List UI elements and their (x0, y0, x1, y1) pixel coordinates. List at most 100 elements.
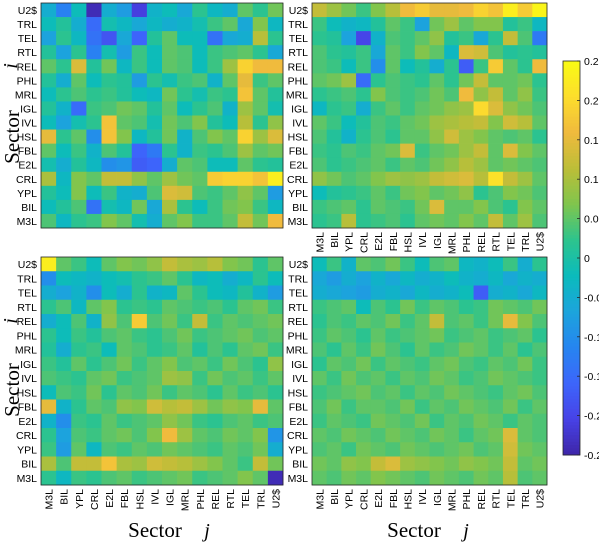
heatmap-cell (116, 213, 133, 229)
row-tick-label: BIL (21, 459, 37, 471)
heatmap-cell (414, 371, 430, 386)
heatmap-cell (400, 356, 416, 372)
heatmap-cell (86, 385, 102, 400)
heatmap-cell (71, 87, 87, 102)
heatmap-cell (444, 171, 460, 187)
colorbar-segment (563, 395, 580, 400)
heatmap-cell (444, 271, 460, 286)
heatmap-cell (146, 73, 163, 88)
colorbar-segment (563, 363, 580, 367)
heatmap-cell (71, 171, 87, 187)
heatmap-cell (192, 413, 208, 429)
row-tick-label: REL (288, 316, 309, 328)
row-tick-label: BIL (292, 459, 308, 471)
heatmap-cell (532, 171, 548, 187)
heatmap-cell (326, 185, 342, 201)
heatmap-cell (326, 371, 342, 386)
heatmap-cell (177, 101, 193, 116)
heatmap-cell (252, 428, 269, 443)
heatmap-cell (237, 356, 254, 372)
heatmap-cell (385, 470, 401, 486)
heatmap-cell (400, 101, 416, 116)
heatmap-cell (252, 73, 269, 88)
heatmap-cell (71, 385, 87, 400)
heatmap-cell (116, 470, 133, 486)
heatmap-cell (400, 213, 416, 229)
colorbar-segment (563, 382, 580, 387)
column-tick-label: CRL (358, 489, 370, 510)
heatmap-cell (116, 59, 133, 74)
heatmap-cell (370, 371, 386, 386)
heatmap-cell (385, 59, 401, 74)
heatmap-cell (385, 328, 401, 343)
heatmap-cell (267, 328, 284, 343)
heatmap-cell (385, 257, 401, 272)
heatmap-cell (86, 271, 102, 286)
heatmap-cell (517, 73, 533, 88)
colorbar-segment (563, 349, 580, 354)
heatmap-cell (116, 285, 133, 301)
heatmap-cell (356, 213, 372, 229)
colorbar-segment (563, 113, 580, 118)
heatmap-cell (356, 442, 372, 457)
colorbar-segment (563, 225, 580, 229)
heatmap-cell (101, 257, 117, 272)
heatmap-cell (207, 17, 223, 32)
row-tick-label: E2L (289, 160, 308, 172)
column-tick-label: REL (476, 489, 488, 510)
heatmap-cell (222, 399, 238, 415)
heatmap-cell (222, 213, 238, 229)
row-tick-label: REL (17, 316, 38, 328)
heatmap-cell (56, 314, 72, 329)
heatmap-cell (385, 171, 401, 187)
heatmap-cell (400, 314, 416, 329)
heatmap-cell (356, 356, 372, 372)
heatmap-cell (207, 314, 223, 329)
heatmap-cell (162, 314, 178, 329)
row-tick-label: IVL (21, 118, 37, 130)
heatmap-cell (116, 101, 133, 116)
heatmap-cell (86, 413, 102, 429)
heatmap-cell (101, 17, 117, 32)
heatmap-cell (429, 129, 445, 144)
heatmap-cell (192, 157, 208, 173)
heatmap-cell (267, 157, 284, 173)
heatmap-cell (177, 413, 193, 429)
heatmap-cell (116, 157, 133, 173)
heatmap-cell (146, 171, 163, 187)
heatmap-cell (101, 129, 117, 144)
heatmap-cell (444, 73, 460, 88)
colorbar-segment (563, 231, 580, 236)
heatmap-cell (252, 213, 269, 229)
heatmap-cell (532, 442, 548, 457)
heatmap-cell (517, 199, 533, 215)
heatmap-cell (41, 456, 57, 472)
heatmap-cell (162, 87, 178, 102)
colorbar-segment (563, 405, 580, 410)
heatmap-cell (131, 342, 148, 358)
heatmap-cell (237, 299, 254, 315)
heatmap-cell (517, 129, 533, 144)
heatmap-cell (488, 45, 504, 60)
heatmap-cell (267, 87, 284, 102)
heatmap-cell (237, 45, 254, 60)
colorbar-segment (563, 215, 580, 219)
heatmap-cell (192, 257, 208, 272)
heatmap-cell (444, 371, 460, 386)
heatmap-cell (192, 356, 208, 372)
heatmap-cell (400, 271, 416, 286)
heatmap-cell (192, 199, 208, 215)
heatmap-cell (131, 271, 148, 286)
heatmap-cell (429, 314, 445, 329)
heatmap-cell (192, 371, 208, 386)
heatmap-cell (356, 299, 372, 315)
heatmap-cell (356, 199, 372, 215)
heatmap-cell (267, 129, 284, 144)
colorbar-segment (563, 451, 580, 456)
heatmap-cell (473, 129, 489, 144)
heatmap-cell (207, 129, 223, 144)
heatmap-cell (458, 399, 474, 415)
heatmap-cell (532, 185, 548, 201)
heatmap-cell (502, 31, 518, 46)
row-tick-label: MRL (15, 89, 37, 101)
